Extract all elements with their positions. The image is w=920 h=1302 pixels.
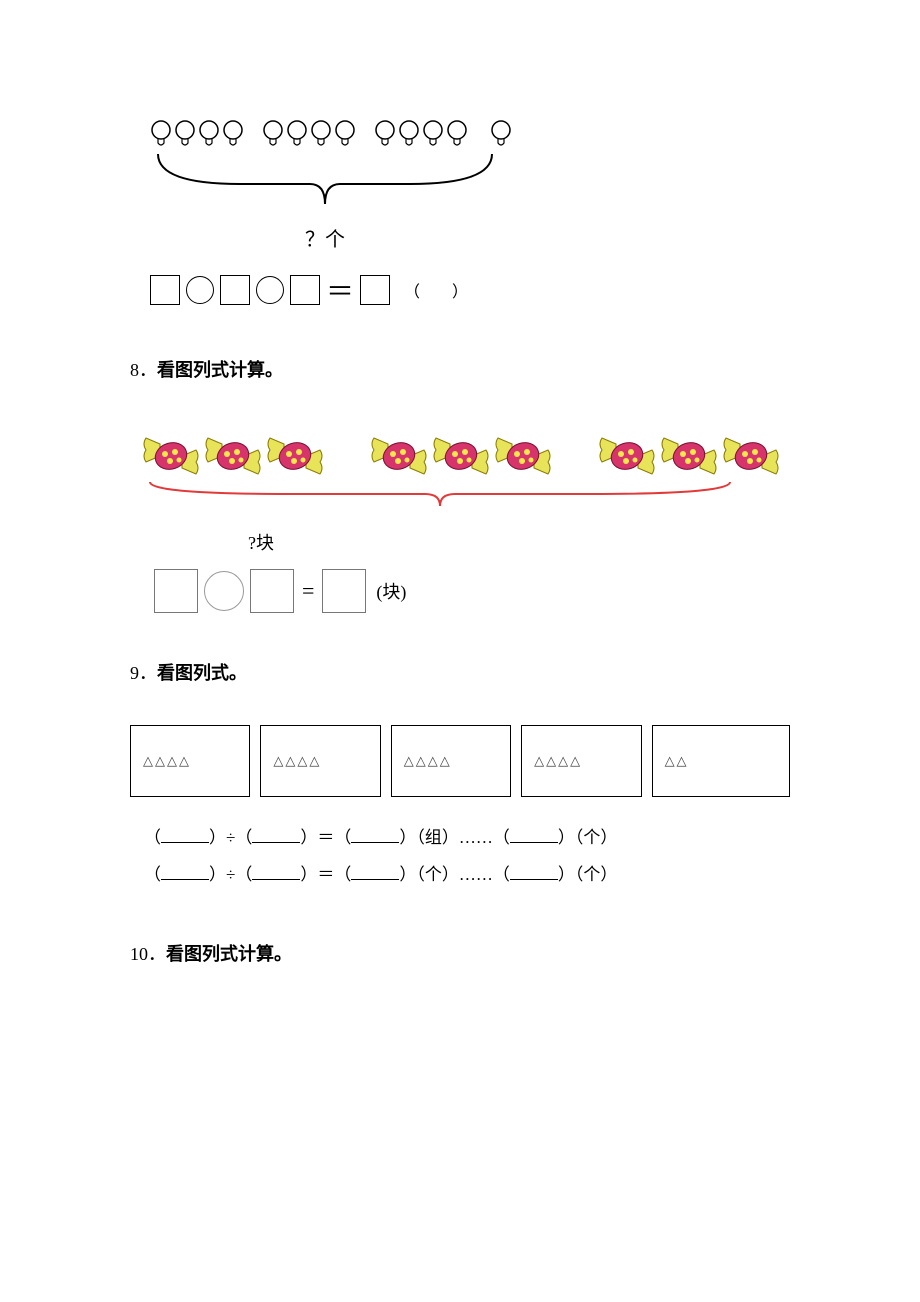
q7-figure: ？个 ＝ （ ） [150, 120, 790, 310]
triangle-boxes-row: △△△△△△△△△△△△△△△△△△ [130, 725, 790, 797]
candy-icon [140, 428, 202, 484]
blank [351, 862, 399, 880]
bulb-icon [398, 120, 420, 148]
bulb-icon [262, 120, 284, 148]
equals-sign: ＝ [326, 270, 354, 310]
q8-brace [140, 480, 740, 515]
q9-dots: …… [459, 865, 493, 884]
triangle-box: △△△△ [391, 725, 511, 797]
candy-row [140, 428, 790, 484]
blank [161, 825, 209, 843]
q8-title: 看图列式计算。 [157, 360, 283, 380]
bulb-icon [310, 120, 332, 148]
triangle-box: △△△△ [260, 725, 380, 797]
candy-icon [720, 428, 782, 484]
bulb-icon [286, 120, 308, 148]
eq-box [150, 275, 180, 305]
bulb-icon [334, 120, 356, 148]
q9-dots: …… [459, 828, 493, 847]
candy-icon [492, 428, 554, 484]
q9-l2-u1: （个） [416, 865, 459, 884]
q8-num: 8． [130, 360, 157, 380]
blank [252, 825, 300, 843]
bulb-icon [490, 120, 512, 148]
candy-group [596, 428, 782, 484]
q10-heading: 10．看图列式计算。 [130, 940, 790, 966]
triangle-box: △△△△ [521, 725, 641, 797]
q9-l1-u1: （组） [416, 828, 459, 847]
candy-group [140, 428, 326, 484]
eq-circle [186, 276, 214, 304]
candy-icon [658, 428, 720, 484]
blank [351, 825, 399, 843]
triangle-box: △△△△ [130, 725, 250, 797]
eq-box [322, 569, 366, 613]
bulb-icon [222, 120, 244, 148]
eq-box [154, 569, 198, 613]
q8-unit: (块) [376, 578, 406, 604]
blank [510, 862, 558, 880]
q9-equations: （）÷（）＝（）（组）……（）（个） （）÷（）＝（）（个）……（）（个） [144, 819, 790, 894]
q7-brace: ？个 [150, 150, 500, 252]
q8-heading: 8．看图列式计算。 [130, 356, 790, 382]
q9-figure: △△△△△△△△△△△△△△△△△△ （）÷（）＝（）（组）……（）（个） （）… [130, 725, 790, 894]
candy-icon [264, 428, 326, 484]
q10-num: 10． [130, 944, 166, 964]
eq-box [360, 275, 390, 305]
q9-l1-u2: （个） [575, 828, 618, 847]
eq-box [220, 275, 250, 305]
q9-heading: 9．看图列式。 [130, 659, 790, 685]
bulb-group [374, 120, 468, 148]
equals-sign: = [302, 578, 314, 604]
q8-caption: ?块 [248, 529, 790, 555]
bulb-icon [446, 120, 468, 148]
candy-icon [368, 428, 430, 484]
bulb-icon [174, 120, 196, 148]
bulb-row [150, 120, 790, 148]
q9-line1: （）÷（）＝（）（组）……（）（个） [144, 819, 790, 856]
q10-title: 看图列式计算。 [166, 944, 292, 964]
q7-equation: ＝ （ ） [150, 270, 790, 310]
q9-num: 9． [130, 663, 157, 683]
q9-line2: （）÷（）＝（）（个）……（）（个） [144, 856, 790, 893]
bulb-icon [150, 120, 172, 148]
q9-l2-u2: （个） [575, 865, 618, 884]
bulb-icon [374, 120, 396, 148]
q7-caption: ？个 [150, 223, 500, 252]
candy-group [368, 428, 554, 484]
q9-title: 看图列式。 [157, 663, 247, 683]
q7-paren: （ ） [404, 278, 468, 302]
q8-figure: ?块 = (块) [140, 428, 790, 613]
bulb-group [262, 120, 356, 148]
blank [161, 862, 209, 880]
candy-icon [596, 428, 658, 484]
eq-box [250, 569, 294, 613]
blank [510, 825, 558, 843]
eq-circle [204, 571, 244, 611]
bulb-group [490, 120, 512, 148]
bulb-group [150, 120, 244, 148]
triangle-box: △△ [652, 725, 790, 797]
candy-icon [430, 428, 492, 484]
candy-icon [202, 428, 264, 484]
q8-equation: = (块) [154, 569, 790, 613]
eq-circle [256, 276, 284, 304]
blank [252, 862, 300, 880]
eq-box [290, 275, 320, 305]
bulb-icon [422, 120, 444, 148]
bulb-icon [198, 120, 220, 148]
